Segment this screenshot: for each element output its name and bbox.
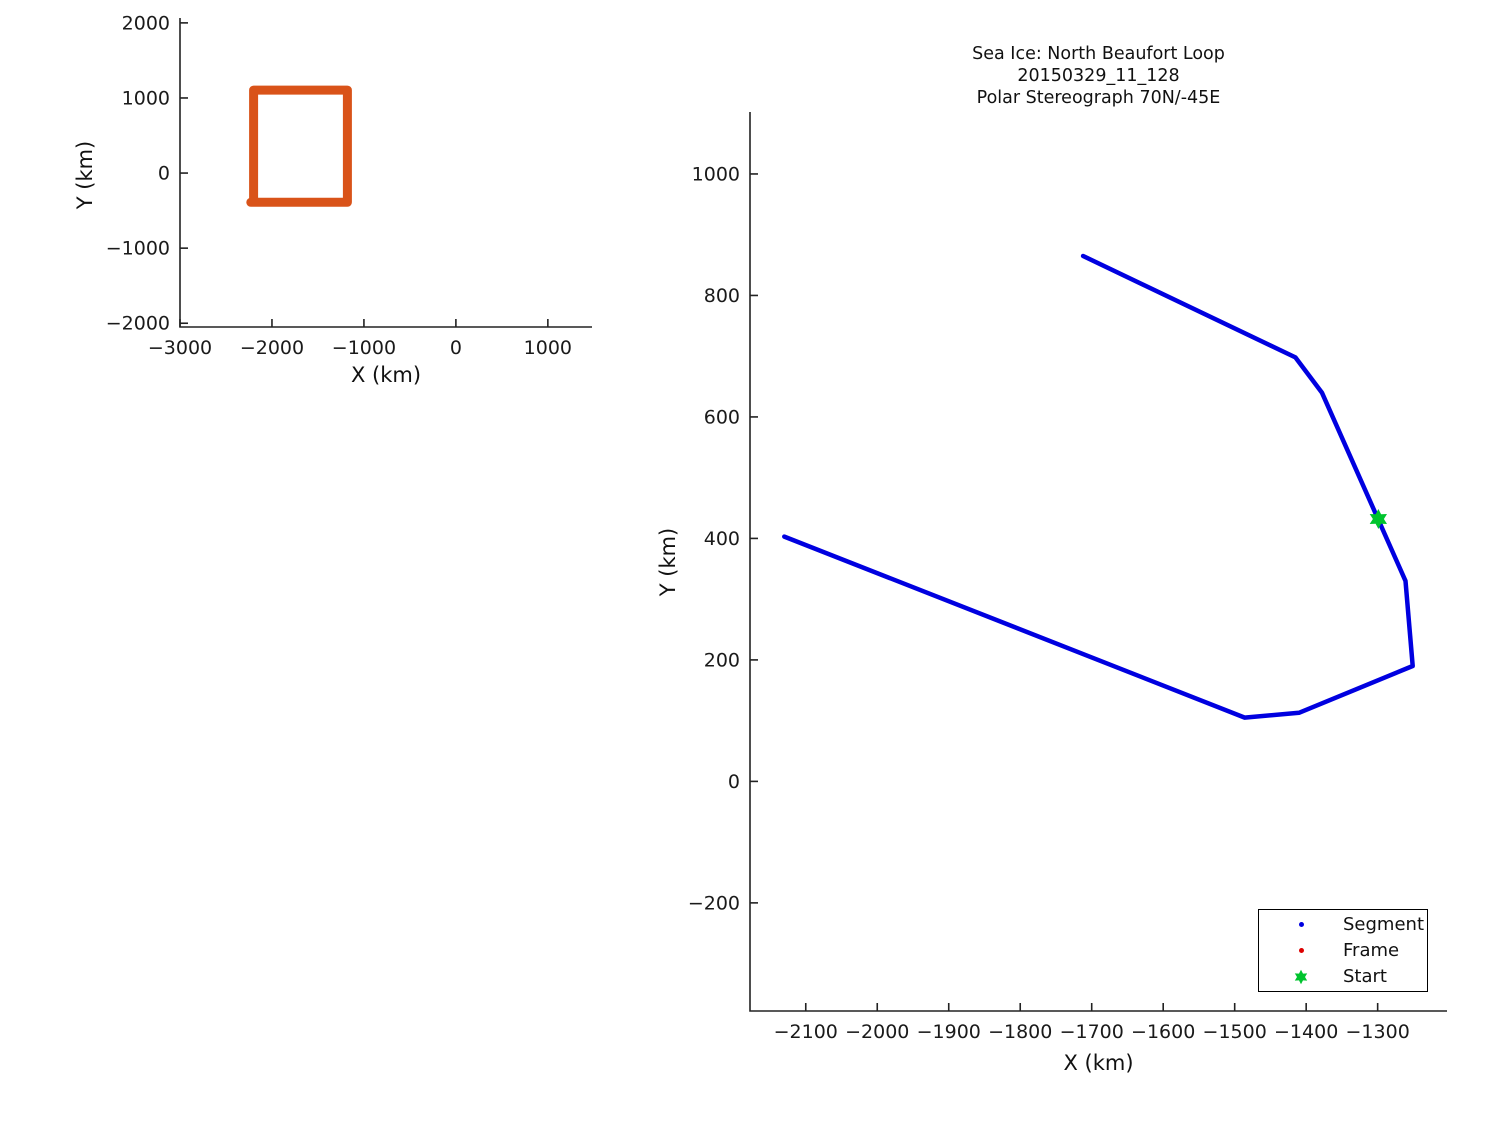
legend-label-frame: Frame — [1343, 940, 1400, 961]
trajectory-x-axis-label: X (km) — [1063, 1051, 1134, 1075]
view-extent-box-path — [246, 85, 352, 207]
y-tick-label: 800 — [704, 285, 740, 307]
x-tick-label: −1300 — [1346, 1021, 1410, 1043]
legend-label-start: Start — [1343, 966, 1387, 987]
y-tick-label: 1000 — [122, 87, 170, 109]
y-tick-label: 600 — [704, 406, 740, 428]
segment-dot-icon — [1259, 922, 1343, 927]
y-tick-label: −2000 — [106, 313, 170, 335]
y-tick-label: 400 — [704, 528, 740, 550]
y-tick-label: 1000 — [692, 163, 740, 185]
y-tick-label: 0 — [158, 163, 170, 185]
start-marker — [1369, 509, 1387, 529]
y-tick-label: 2000 — [122, 12, 170, 34]
segment-path — [782, 253, 1415, 720]
chart-title-block: Sea Ice: North Beaufort Loop 20150329_11… — [750, 43, 1447, 109]
x-tick-label: 1000 — [524, 337, 572, 359]
frame-dot-icon — [1259, 948, 1343, 953]
x-tick-label: −1600 — [1131, 1021, 1195, 1043]
legend-box: Segment Frame Start — [1258, 909, 1428, 992]
y-tick-label: 0 — [728, 771, 740, 793]
axis-spines — [749, 112, 1447, 1012]
y-tick-label: −200 — [688, 892, 740, 914]
x-tick-label: −2000 — [240, 337, 304, 359]
y-tick-label: −1000 — [106, 238, 170, 260]
x-tick-label: −1000 — [332, 337, 396, 359]
start-star-icon — [1259, 969, 1343, 985]
legend-item-segment: Segment — [1259, 912, 1427, 937]
x-tick-label: −1800 — [988, 1021, 1052, 1043]
chart-title-line3: Polar Stereograph 70N/-45E — [976, 88, 1221, 108]
trajectory-plot: −2100 −2000 −1900 −1800 −1700 −1600 −1500 −1400… — [688, 112, 1447, 1043]
legend-label-segment: Segment — [1343, 914, 1424, 935]
overview-y-axis-label: Y (km) — [73, 140, 97, 210]
overview-x-axis-label: X (km) — [350, 363, 422, 387]
axis-spines — [179, 18, 592, 328]
chart-title-line1: Sea Ice: North Beaufort Loop — [972, 44, 1225, 64]
x-tick-label: −3000 — [148, 337, 212, 359]
x-tick-label: −1500 — [1203, 1021, 1267, 1043]
x-tick-label: −1700 — [1060, 1021, 1124, 1043]
chart-title-line2: 20150329_11_128 — [1017, 66, 1180, 86]
legend-item-frame: Frame — [1259, 938, 1427, 963]
y-tick-label: 200 — [704, 649, 740, 671]
legend-item-start: Start — [1259, 964, 1427, 989]
x-tick-label: −1900 — [917, 1021, 981, 1043]
x-tick-label: −2100 — [774, 1021, 838, 1043]
trajectory-y-axis-label: Y (km) — [656, 527, 680, 597]
x-tick-label: −2000 — [845, 1021, 909, 1043]
x-tick-label: −1400 — [1274, 1021, 1338, 1043]
x-tick-label: 0 — [450, 337, 462, 359]
